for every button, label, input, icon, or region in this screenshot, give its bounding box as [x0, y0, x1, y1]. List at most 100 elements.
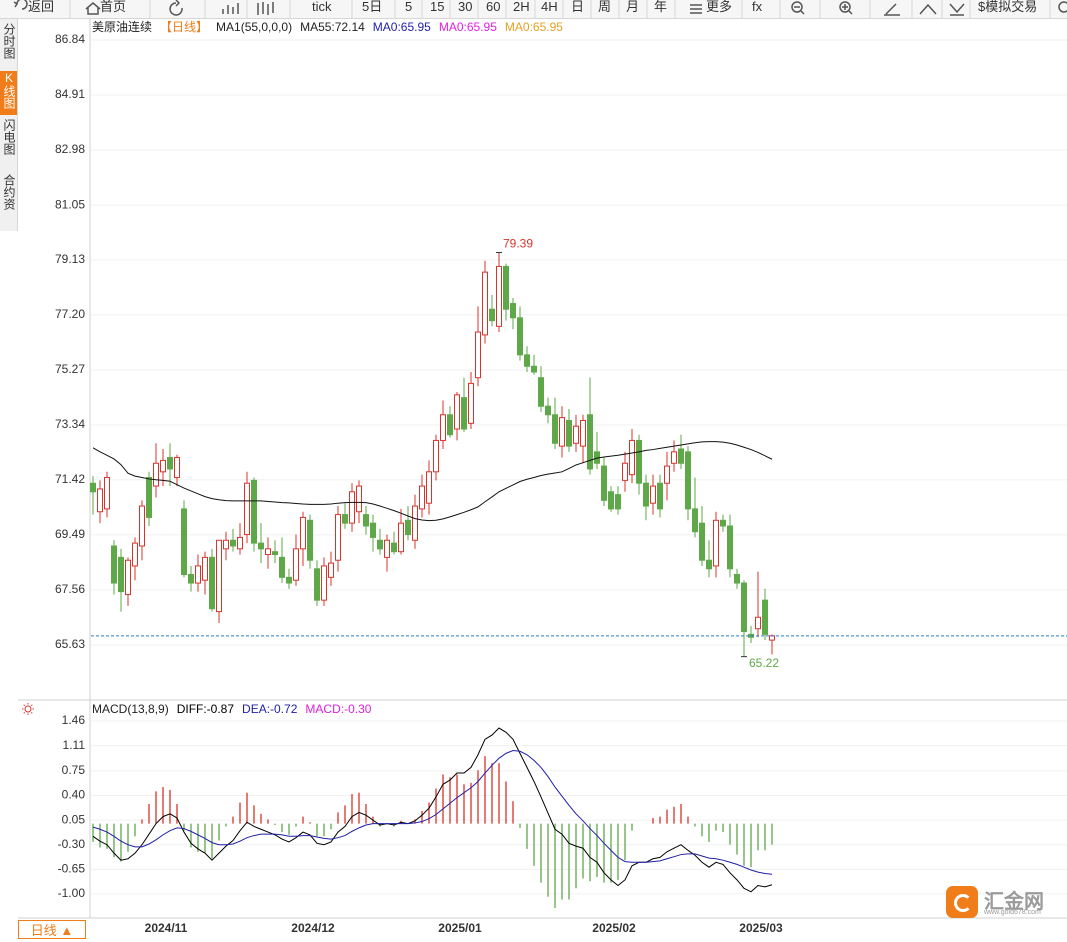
- candle-body: [587, 414, 593, 470]
- toolbar-button[interactable]: 2H: [513, 0, 530, 14]
- candle-body: [139, 505, 145, 547]
- y-tick-label: 79.13: [55, 252, 85, 266]
- period-button[interactable]: 日线 ▲: [18, 920, 86, 939]
- candle-body: [755, 616, 761, 630]
- sidebar-tab[interactable]: 分时图: [2, 23, 16, 59]
- candle-body: [671, 451, 677, 464]
- candle-body: [566, 419, 572, 447]
- toolbar-button[interactable]: 日: [571, 0, 585, 14]
- candle-body: [300, 516, 306, 550]
- candle-body: [720, 519, 726, 527]
- y-tick-label: 0.05: [62, 812, 86, 826]
- toolbar-button[interactable]: 返回: [28, 0, 55, 14]
- candle-body: [377, 539, 383, 550]
- candle-body: [314, 568, 320, 601]
- candle-body: [734, 573, 740, 584]
- candle-body: [419, 485, 425, 510]
- y-tick-label: 82.98: [55, 142, 85, 156]
- candle-body: [475, 331, 481, 379]
- candle-body: [363, 514, 369, 527]
- toolbar-button[interactable]: 5日: [362, 0, 383, 14]
- candle-body: [174, 457, 180, 479]
- sidebar: 分时图 K线图闪电图合约资料: [0, 19, 18, 231]
- toolbar-button[interactable]: 首页: [100, 0, 127, 14]
- candle-body: [692, 508, 698, 533]
- candle-body: [468, 382, 474, 424]
- candle-body: [398, 522, 404, 553]
- candle-body: [545, 405, 551, 416]
- y-tick-label: 1.46: [62, 713, 86, 727]
- toolbar-button[interactable]: 周: [598, 0, 612, 14]
- toolbar-button[interactable]: 15: [430, 0, 445, 14]
- candle-body: [307, 519, 313, 561]
- candle-body: [510, 303, 516, 319]
- candle-body: [615, 494, 621, 510]
- toolbar-button[interactable]: 更多: [706, 0, 733, 14]
- x-tick-label: 2024/12: [291, 921, 335, 935]
- candle-body: [153, 462, 159, 487]
- toolbar-button[interactable]: 30: [458, 0, 473, 14]
- sidebar-tab[interactable]: 闪电图: [2, 119, 16, 155]
- high-label: 79.39: [503, 237, 533, 251]
- candle-body: [223, 539, 229, 550]
- candle-body: [461, 397, 467, 430]
- candle-body: [356, 485, 362, 513]
- toolbar-button[interactable]: fx: [752, 0, 763, 14]
- toolbar-button[interactable]: 年: [654, 0, 668, 14]
- candle-body: [713, 519, 719, 567]
- legend-entry: MA55:72.14: [300, 20, 365, 34]
- candle-body: [370, 522, 376, 538]
- ma-line: [92, 441, 773, 522]
- x-tick-label: 2025/03: [739, 921, 783, 935]
- candle-body: [517, 317, 523, 356]
- candle-body: [209, 556, 215, 610]
- candle-body: [349, 491, 355, 524]
- y-tick-label: -0.30: [58, 837, 86, 851]
- candle-body: [636, 439, 642, 484]
- candle-body: [685, 451, 691, 510]
- candle-body: [524, 354, 530, 367]
- y-tick-label: 81.05: [55, 197, 85, 211]
- candle-body: [111, 545, 117, 584]
- candle-body: [244, 482, 250, 536]
- y-tick-label: 1.11: [63, 738, 86, 752]
- x-tick-label: 2025/02: [592, 921, 636, 935]
- y-tick-label: 73.34: [55, 417, 85, 431]
- toolbar-button[interactable]: 月: [626, 0, 640, 14]
- legend-entry: MA0:65.95: [373, 20, 431, 34]
- candle-body: [741, 582, 747, 633]
- candle-body: [286, 576, 292, 584]
- y-tick-label: 67.56: [55, 582, 85, 596]
- y-tick-label: 86.84: [55, 32, 85, 46]
- toolbar-button[interactable]: $模拟交易: [978, 0, 1038, 14]
- toolbar-button[interactable]: 5: [405, 0, 413, 14]
- candle-body: [132, 542, 138, 567]
- sidebar-tab[interactable]: K线图: [0, 71, 17, 115]
- legend-entry: 【日线】: [160, 20, 208, 34]
- candle-body: [559, 417, 565, 447]
- x-tick-label: 2024/11: [145, 921, 188, 935]
- candle-body: [412, 505, 418, 541]
- candle-body: [657, 482, 663, 510]
- candle-body: [531, 365, 537, 373]
- toolbar-icons: [13, 0, 1067, 18]
- candle-body: [678, 448, 684, 464]
- candle-body: [146, 477, 152, 518]
- toolbar-button[interactable]: 60: [486, 0, 501, 14]
- x-tick-label: 2025/01: [438, 921, 482, 935]
- y-tick-label: 71.42: [55, 472, 85, 486]
- toolbar-button[interactable]: 4H: [541, 0, 558, 14]
- logo-name: 汇金网: [984, 891, 1044, 913]
- candle-body: [762, 599, 768, 635]
- candle-body: [482, 271, 488, 336]
- candle-body: [188, 573, 194, 584]
- toolbar-button[interactable]: tick: [312, 0, 332, 14]
- macd-line: [92, 750, 773, 875]
- candle-body: [104, 477, 110, 510]
- candle-body: [454, 394, 460, 430]
- legend-entry: MA1(55,0,0,0): [216, 20, 292, 34]
- legend-entry: MA0:65.95: [505, 20, 563, 34]
- sidebar-tab[interactable]: 合约资料: [2, 174, 16, 210]
